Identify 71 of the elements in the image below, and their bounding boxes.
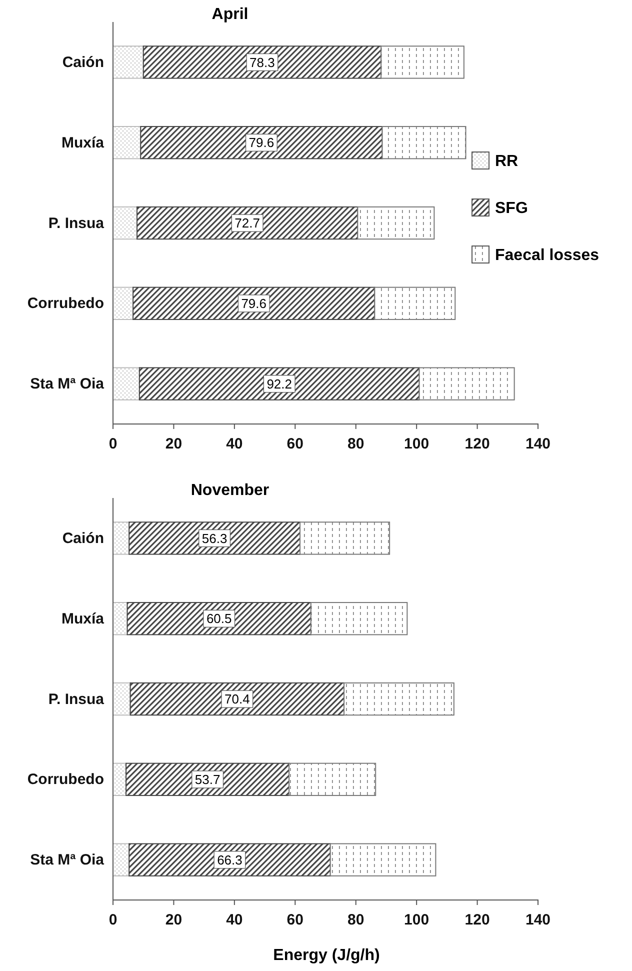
x-tick-label: 80 xyxy=(348,912,364,928)
x-tick-label: 60 xyxy=(286,436,304,452)
y-tick-label: Corrubedo xyxy=(27,771,104,788)
bar xyxy=(128,843,331,876)
bar xyxy=(344,682,454,716)
x-tick-label: 40 xyxy=(226,912,243,928)
x-tick-label: 140 xyxy=(525,436,551,452)
y-tick-label: Sta Mª Oia xyxy=(30,376,105,393)
bar xyxy=(112,206,138,240)
bar xyxy=(138,367,420,400)
x-tick-label: 100 xyxy=(404,912,430,928)
y-tick-label: P. Insua xyxy=(48,214,105,232)
legend-label: RR xyxy=(495,153,519,170)
x-tick-label: 80 xyxy=(348,436,364,452)
bar xyxy=(112,602,128,636)
x-tick-label: 140 xyxy=(525,912,551,928)
bar xyxy=(112,126,142,160)
bar xyxy=(130,682,345,716)
data-label: 79.6 xyxy=(248,135,274,150)
data-label: 79.6 xyxy=(241,296,267,311)
data-label: 78.3 xyxy=(250,54,275,70)
bar xyxy=(380,46,464,79)
data-label: 72.7 xyxy=(234,216,260,231)
bar xyxy=(140,126,383,160)
y-tick-label: Muxía xyxy=(61,134,105,152)
x-tick-label: 0 xyxy=(108,436,118,452)
data-label: 56.3 xyxy=(202,530,228,546)
bar xyxy=(300,522,390,555)
data-label: 66.3 xyxy=(217,852,242,868)
bar xyxy=(142,46,382,79)
bar xyxy=(112,367,140,400)
bar xyxy=(132,286,376,320)
bar xyxy=(288,762,376,796)
bar xyxy=(357,206,435,240)
chart-title: November xyxy=(190,482,270,499)
bar xyxy=(126,602,312,636)
x-tick-label: 120 xyxy=(464,436,490,452)
x-tick-label: 100 xyxy=(404,436,430,452)
bar xyxy=(310,602,408,636)
bar xyxy=(374,286,456,320)
bar xyxy=(330,843,436,876)
y-tick-label: Caión xyxy=(62,54,104,71)
bar xyxy=(128,522,300,555)
x-axis-title: Energy (J/g/h) xyxy=(273,947,380,964)
x-tick-label: 20 xyxy=(165,912,182,928)
y-tick-label: Caión xyxy=(62,530,104,547)
y-tick-label: Sta Mª Oia xyxy=(30,852,105,869)
bar xyxy=(382,126,466,160)
data-label: 60.5 xyxy=(206,611,232,626)
x-tick-label: 40 xyxy=(226,436,243,452)
legend-label: SFG xyxy=(495,200,528,218)
y-tick-label: Corrubedo xyxy=(27,295,104,312)
bar xyxy=(112,286,134,320)
y-tick-label: Muxía xyxy=(61,610,105,628)
bar xyxy=(418,367,515,400)
data-label: 70.4 xyxy=(224,692,250,707)
chart-title: April xyxy=(212,6,248,23)
y-tick-label: P. Insua xyxy=(48,690,105,708)
data-label: 92.2 xyxy=(266,376,292,392)
bar xyxy=(112,843,130,876)
bar xyxy=(112,682,131,716)
legend-label: Faecal losses xyxy=(495,247,600,264)
x-tick-label: 20 xyxy=(165,436,182,452)
data-label: 53.7 xyxy=(194,772,220,787)
x-tick-label: 60 xyxy=(286,912,304,928)
bar xyxy=(136,206,358,240)
x-tick-label: 0 xyxy=(108,912,118,928)
bar xyxy=(126,762,290,796)
bar xyxy=(112,522,130,555)
x-tick-label: 120 xyxy=(464,912,490,928)
bar xyxy=(112,46,144,79)
